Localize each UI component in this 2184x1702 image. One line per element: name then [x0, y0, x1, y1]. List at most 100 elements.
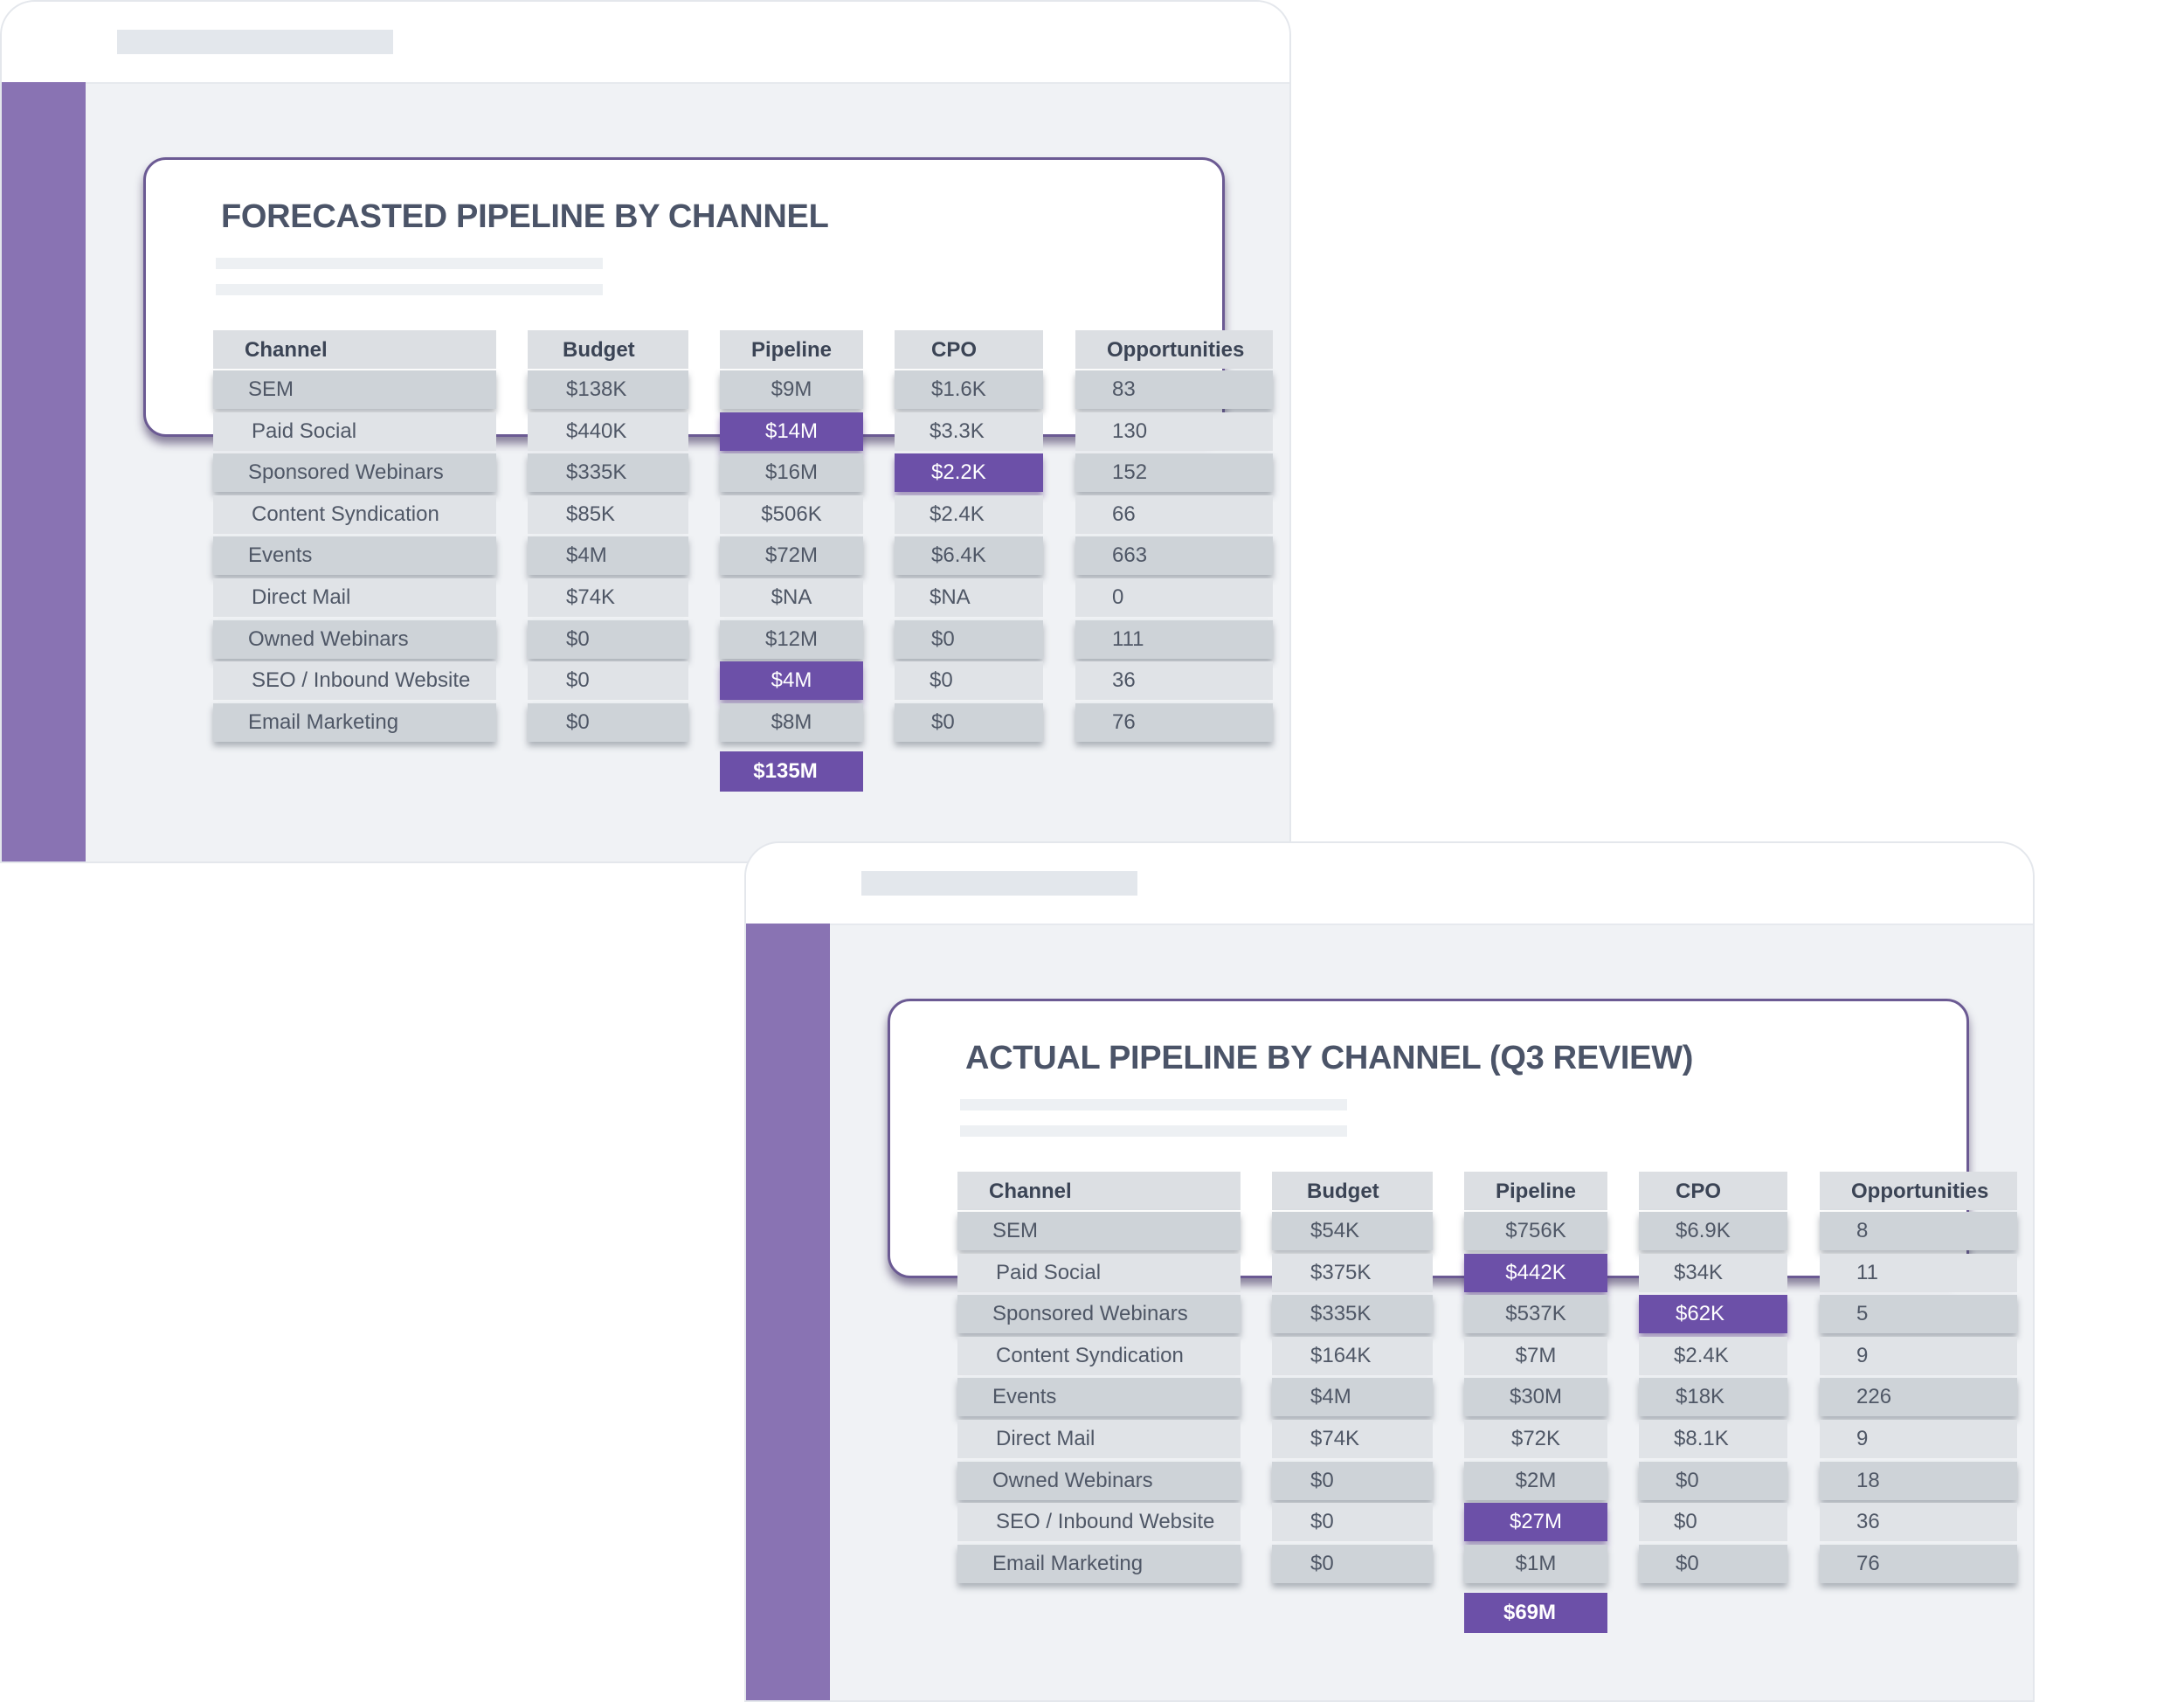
column-header: Pipeline: [1464, 1172, 1607, 1210]
table-cell: Events: [957, 1378, 1241, 1417]
table-cell: 8: [1820, 1212, 2017, 1250]
table-cell: $0: [1639, 1461, 1787, 1500]
highlighted-cell: $27M: [1464, 1503, 1607, 1542]
table-cell: Content Syndication: [213, 495, 496, 534]
table-cell: $4M: [1272, 1378, 1433, 1417]
table-cell: 152: [1075, 453, 1273, 493]
title-placeholder: [117, 30, 393, 54]
column-header: Opportunities: [1075, 330, 1273, 369]
column-header: Channel: [213, 330, 496, 369]
column-header: Pipeline: [720, 330, 863, 369]
table-cell: Email Marketing: [213, 702, 496, 742]
table-cell: 18: [1820, 1461, 2017, 1500]
title-placeholder: [861, 871, 1137, 896]
table-cell: $74K: [1272, 1420, 1433, 1458]
table-cell: $0: [895, 702, 1043, 742]
table-cell: $2.4K: [895, 495, 1043, 534]
table-cell: $0: [528, 702, 688, 742]
highlighted-cell: $62K: [1639, 1295, 1787, 1334]
report-title: ACTUAL PIPELINE BY CHANNEL (Q3 REVIEW): [965, 1040, 1694, 1076]
table-cell: $375K: [1272, 1253, 1433, 1292]
table-cell: 226: [1820, 1378, 2017, 1417]
table-cell: $1M: [1464, 1544, 1607, 1583]
table-cell: $0: [1639, 1503, 1787, 1542]
highlighted-cell: $4M: [720, 661, 863, 701]
table-cell: $2.4K: [1639, 1336, 1787, 1375]
table-cell: SEO / Inbound Website: [957, 1503, 1241, 1542]
table-cell: 76: [1075, 702, 1273, 742]
table-cell: Owned Webinars: [213, 619, 496, 659]
table-cell: $72K: [1464, 1420, 1607, 1458]
table-cell: SEO / Inbound Website: [213, 661, 496, 701]
table-cell: $0: [1639, 1544, 1787, 1583]
table-cell: 36: [1075, 661, 1273, 701]
table-cell: 0: [1075, 578, 1273, 617]
table-cell: $537K: [1464, 1295, 1607, 1334]
table-cell: Paid Social: [213, 412, 496, 451]
table-cell: 36: [1820, 1503, 2017, 1542]
pipeline-total: $69M: [1464, 1593, 1607, 1634]
table-cell: $4M: [528, 536, 688, 576]
sidebar: [2, 82, 86, 861]
column-header: Opportunities: [1820, 1172, 2017, 1210]
column-header: CPO: [895, 330, 1043, 369]
sidebar: [746, 924, 830, 1700]
table-cell: 5: [1820, 1295, 2017, 1334]
table-cell: $0: [528, 661, 688, 701]
subtitle-placeholder: [960, 1099, 1347, 1110]
table-cell: 9: [1820, 1336, 2017, 1375]
table-cell: $138K: [528, 370, 688, 409]
column-header: Budget: [1272, 1172, 1433, 1210]
subtitle-placeholder: [960, 1125, 1347, 1137]
table-cell: $0: [1272, 1461, 1433, 1500]
table-cell: SEM: [957, 1212, 1241, 1250]
table-cell: $NA: [895, 578, 1043, 617]
highlighted-cell: $14M: [720, 412, 863, 451]
table-cell: $16M: [720, 453, 863, 493]
table-cell: $72M: [720, 536, 863, 576]
window-titlebar: [746, 843, 2033, 925]
table-cell: $0: [895, 619, 1043, 659]
table-cell: $164K: [1272, 1336, 1433, 1375]
table-cell: $54K: [1272, 1212, 1433, 1250]
pipeline-total: $135M: [720, 751, 863, 792]
highlighted-cell: $442K: [1464, 1253, 1607, 1292]
table-cell: Sponsored Webinars: [957, 1295, 1241, 1334]
table-cell: SEM: [213, 370, 496, 409]
table-cell: 66: [1075, 495, 1273, 534]
table-cell: $1.6K: [895, 370, 1043, 409]
table-cell: $NA: [720, 578, 863, 617]
table-cell: $756K: [1464, 1212, 1607, 1250]
table-cell: $506K: [720, 495, 863, 534]
table-cell: $34K: [1639, 1253, 1787, 1292]
column-header: Channel: [957, 1172, 1241, 1210]
table-cell: 111: [1075, 619, 1273, 659]
table-cell: 11: [1820, 1253, 2017, 1292]
table-cell: 83: [1075, 370, 1273, 409]
table-cell: $6.9K: [1639, 1212, 1787, 1250]
table-cell: 76: [1820, 1544, 2017, 1583]
table-cell: Paid Social: [957, 1253, 1241, 1292]
table-cell: $335K: [1272, 1295, 1433, 1334]
table-cell: Events: [213, 536, 496, 576]
table-cell: $0: [1272, 1503, 1433, 1542]
table-cell: Direct Mail: [213, 578, 496, 617]
table-cell: 663: [1075, 536, 1273, 576]
table-cell: $8M: [720, 702, 863, 742]
table-cell: Owned Webinars: [957, 1461, 1241, 1500]
table-cell: $7M: [1464, 1336, 1607, 1375]
forecast-window: FORECASTED PIPELINE BY CHANNEL Channel SE…: [0, 0, 1291, 863]
table-cell: Direct Mail: [957, 1420, 1241, 1458]
actual-window: ACTUAL PIPELINE BY CHANNEL (Q3 REVIEW) C…: [744, 841, 2035, 1702]
table-cell: $12M: [720, 619, 863, 659]
table-cell: $0: [1272, 1544, 1433, 1583]
table-cell: $440K: [528, 412, 688, 451]
table-cell: $0: [528, 619, 688, 659]
table-cell: 9: [1820, 1420, 2017, 1458]
report-title: FORECASTED PIPELINE BY CHANNEL: [221, 198, 829, 235]
table-cell: $85K: [528, 495, 688, 534]
column-header: Budget: [528, 330, 688, 369]
table-cell: $0: [895, 661, 1043, 701]
table-cell: $8.1K: [1639, 1420, 1787, 1458]
table-cell: $30M: [1464, 1378, 1607, 1417]
